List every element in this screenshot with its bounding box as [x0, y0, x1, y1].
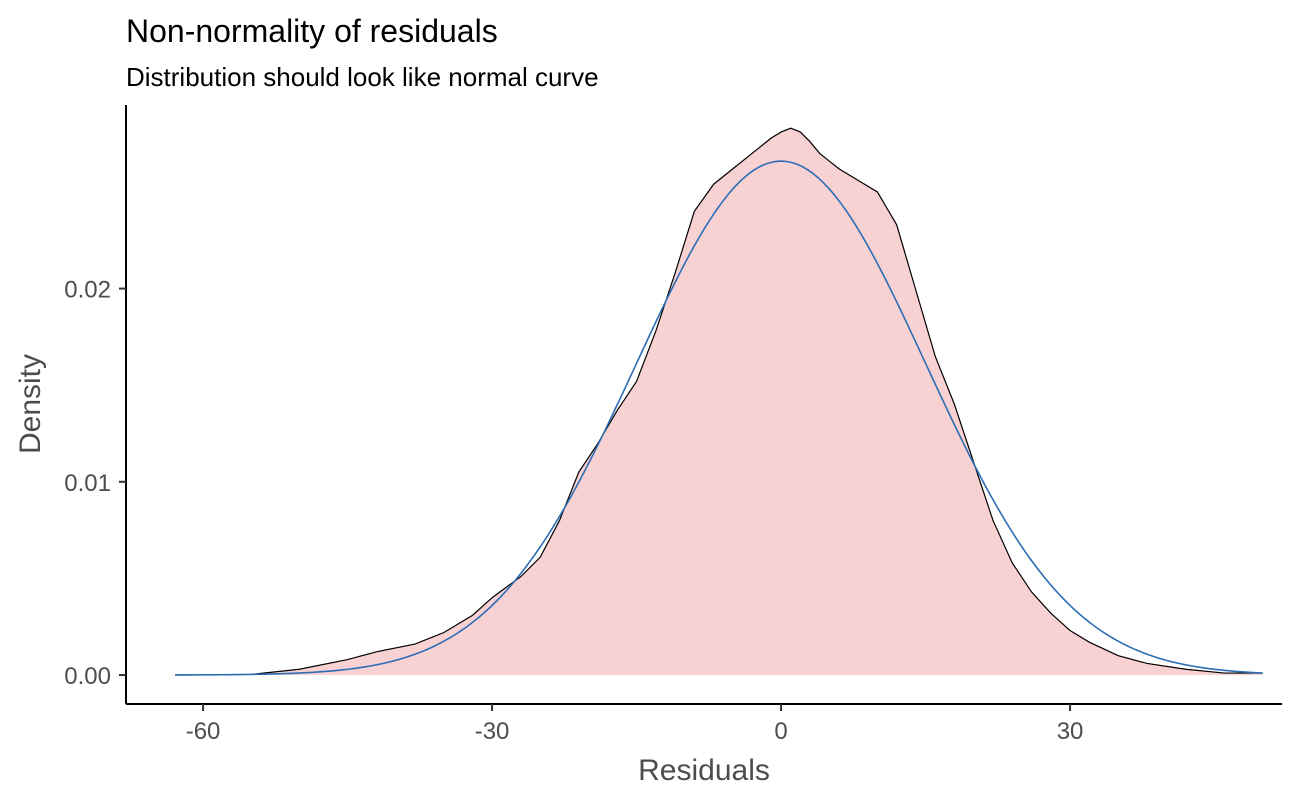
x-tick-label-2: 0: [774, 718, 787, 745]
x-tick-label-1: -30: [475, 718, 510, 745]
y-axis-label: Density: [14, 354, 47, 454]
y-tick-label-2: 0.02: [64, 277, 111, 304]
density-outline: [175, 127, 1263, 676]
y-axis-ticks: 0.00 0.01 0.02: [64, 277, 126, 690]
x-axis-label: Residuals: [638, 754, 770, 787]
y-tick-label-0: 0.00: [64, 663, 111, 690]
x-tick-label-3: 30: [1057, 718, 1084, 745]
x-tick-label-0: -60: [186, 718, 221, 745]
y-tick-label-1: 0.01: [64, 470, 111, 497]
density-area: [175, 128, 1263, 676]
plot-area: [175, 127, 1263, 676]
chart-subtitle: Distribution should look like normal cur…: [126, 62, 599, 92]
normal-curve: [175, 160, 1263, 676]
x-axis-ticks: -60 -30 0 30: [186, 704, 1084, 745]
chart-title: Non-normality of residuals: [126, 13, 498, 49]
